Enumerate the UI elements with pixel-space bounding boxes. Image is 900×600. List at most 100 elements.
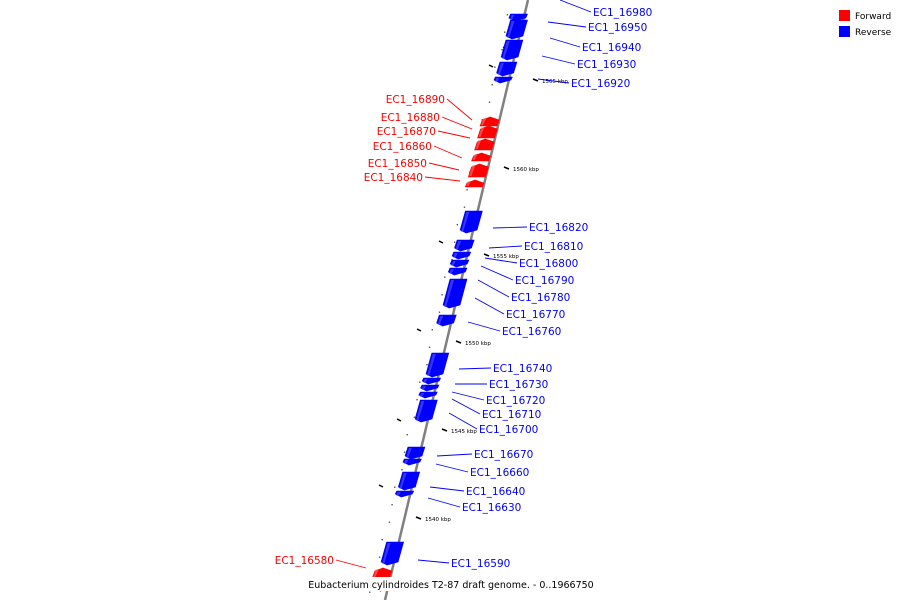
- minor-tick: [401, 469, 403, 471]
- gene-shading: [396, 492, 401, 496]
- gene-label-leader: [429, 486, 465, 492]
- major-tick-label: 1550 kbp: [465, 341, 491, 347]
- minor-tick: [488, 101, 491, 103]
- gene-labels: EC1_16980 EC1_16950 EC1_16940 EC1_16930 EC1_…: [275, 7, 653, 570]
- gene-label[interactable]: EC1_16770: [506, 309, 565, 321]
- gene-label[interactable]: EC1_16720: [486, 395, 545, 407]
- minor-tick: [381, 539, 383, 541]
- minor-tick: [501, 49, 503, 51]
- gene-label-leader: [477, 279, 510, 298]
- gene-label[interactable]: EC1_16800: [519, 258, 578, 270]
- major-tick-label: 1565 kbp: [542, 79, 568, 85]
- legend: Forward Reverse: [839, 10, 892, 38]
- gene-label-leader: [441, 116, 473, 130]
- minor-tick: [494, 66, 496, 68]
- gene-label-leader: [488, 245, 523, 249]
- gene-label[interactable]: EC1_16780: [511, 292, 570, 304]
- gene-label-leader: [427, 497, 461, 508]
- caption: Eubacterium cylindroides T2-87 draft gen…: [308, 580, 593, 591]
- gene-label[interactable]: EC1_16850: [368, 158, 427, 170]
- gene-label[interactable]: EC1_16870: [377, 126, 436, 138]
- major-ticks: 1565 kbp 1560 kbp 1555 kbp 1550 kbp 1545 kbp…: [376, 46, 568, 592]
- gene-label-leader: [537, 78, 570, 84]
- minor-tick: [391, 504, 393, 506]
- label-leaders: [335, 0, 592, 569]
- gene-shading: [419, 393, 425, 397]
- gene-label[interactable]: EC1_16630: [462, 502, 521, 514]
- gene-label-leader: [448, 412, 478, 430]
- gene-label[interactable]: EC1_16890: [386, 94, 445, 106]
- gene-label[interactable]: EC1_16920: [571, 78, 630, 90]
- reverse-gene-feature[interactable]: [442, 278, 468, 309]
- gene-label-leader: [335, 559, 367, 569]
- gene-label-leader: [417, 559, 450, 564]
- gene-label[interactable]: EC1_16730: [489, 379, 548, 391]
- gene-shading: [481, 118, 487, 125]
- minor-tick: [369, 591, 371, 593]
- gene-label[interactable]: EC1_16820: [529, 222, 588, 234]
- gene-label[interactable]: EC1_16670: [474, 449, 533, 461]
- minor-tick: [466, 189, 468, 191]
- gene-label-leader: [467, 321, 501, 332]
- legend-forward-label: Forward: [855, 12, 891, 22]
- gene-label[interactable]: EC1_16810: [524, 241, 583, 253]
- gene-shading: [509, 15, 515, 20]
- forward-gene-feature[interactable]: [464, 179, 485, 188]
- scale-mark: [416, 328, 422, 332]
- gene-shading: [472, 154, 478, 160]
- minor-tick: [491, 84, 493, 86]
- gene-label[interactable]: EC1_16760: [502, 326, 561, 338]
- gene-label-leader: [451, 391, 485, 401]
- legend-reverse-swatch: [839, 26, 850, 37]
- minor-tick: [388, 521, 391, 523]
- gene-shading: [423, 379, 428, 383]
- gene-label[interactable]: EC1_16940: [582, 42, 641, 54]
- minor-tick: [506, 14, 509, 16]
- gene-label-leader: [451, 398, 481, 415]
- major-tick: [532, 78, 539, 82]
- gene-label-leader: [484, 257, 518, 264]
- gene-shading: [475, 140, 482, 149]
- gene-shading: [427, 354, 436, 376]
- gene-label[interactable]: EC1_16640: [466, 486, 525, 498]
- gene-label-leader: [547, 21, 587, 28]
- minor-tick: [441, 294, 443, 296]
- gene-label[interactable]: EC1_16930: [577, 59, 636, 71]
- gene-label[interactable]: EC1_16580: [275, 555, 334, 567]
- gene-label[interactable]: EC1_16950: [588, 22, 647, 34]
- gene-shading: [406, 448, 412, 458]
- major-tick: [483, 253, 490, 257]
- gene-label[interactable]: EC1_16700: [479, 424, 538, 436]
- scale-mark: [396, 418, 402, 422]
- gene-label[interactable]: EC1_16840: [364, 172, 423, 184]
- gene-label[interactable]: EC1_16710: [482, 409, 541, 421]
- scale-mark: [438, 240, 444, 244]
- minor-tick: [444, 276, 446, 278]
- minor-tick: [438, 311, 441, 313]
- gene-label[interactable]: EC1_16880: [381, 112, 440, 124]
- major-tick: [455, 340, 462, 344]
- gene-label-leader: [480, 265, 514, 281]
- gene-label[interactable]: EC1_16860: [373, 141, 432, 153]
- gene-label-leader: [458, 367, 492, 370]
- gene-shading: [449, 269, 454, 274]
- gene-shading: [453, 253, 458, 258]
- major-tick: [503, 166, 510, 170]
- gene-label[interactable]: EC1_16740: [493, 363, 552, 375]
- gene-label-leader: [549, 37, 581, 48]
- gene-shading: [421, 386, 426, 390]
- minor-tick: [456, 224, 459, 226]
- major-tick-label: 1545 kbp: [451, 429, 477, 435]
- gene-label-leader: [428, 162, 460, 171]
- gene-label[interactable]: EC1_16980: [593, 7, 652, 19]
- gene-label[interactable]: EC1_16590: [451, 558, 510, 570]
- caption-background: [308, 577, 594, 591]
- gene-shading: [461, 212, 470, 232]
- gene-label[interactable]: EC1_16660: [470, 467, 529, 479]
- gene-label-leader: [424, 176, 461, 182]
- minor-tick: [419, 381, 421, 383]
- gene-label[interactable]: EC1_16790: [515, 275, 574, 287]
- minor-tick: [426, 364, 428, 366]
- minor-tick: [403, 451, 406, 453]
